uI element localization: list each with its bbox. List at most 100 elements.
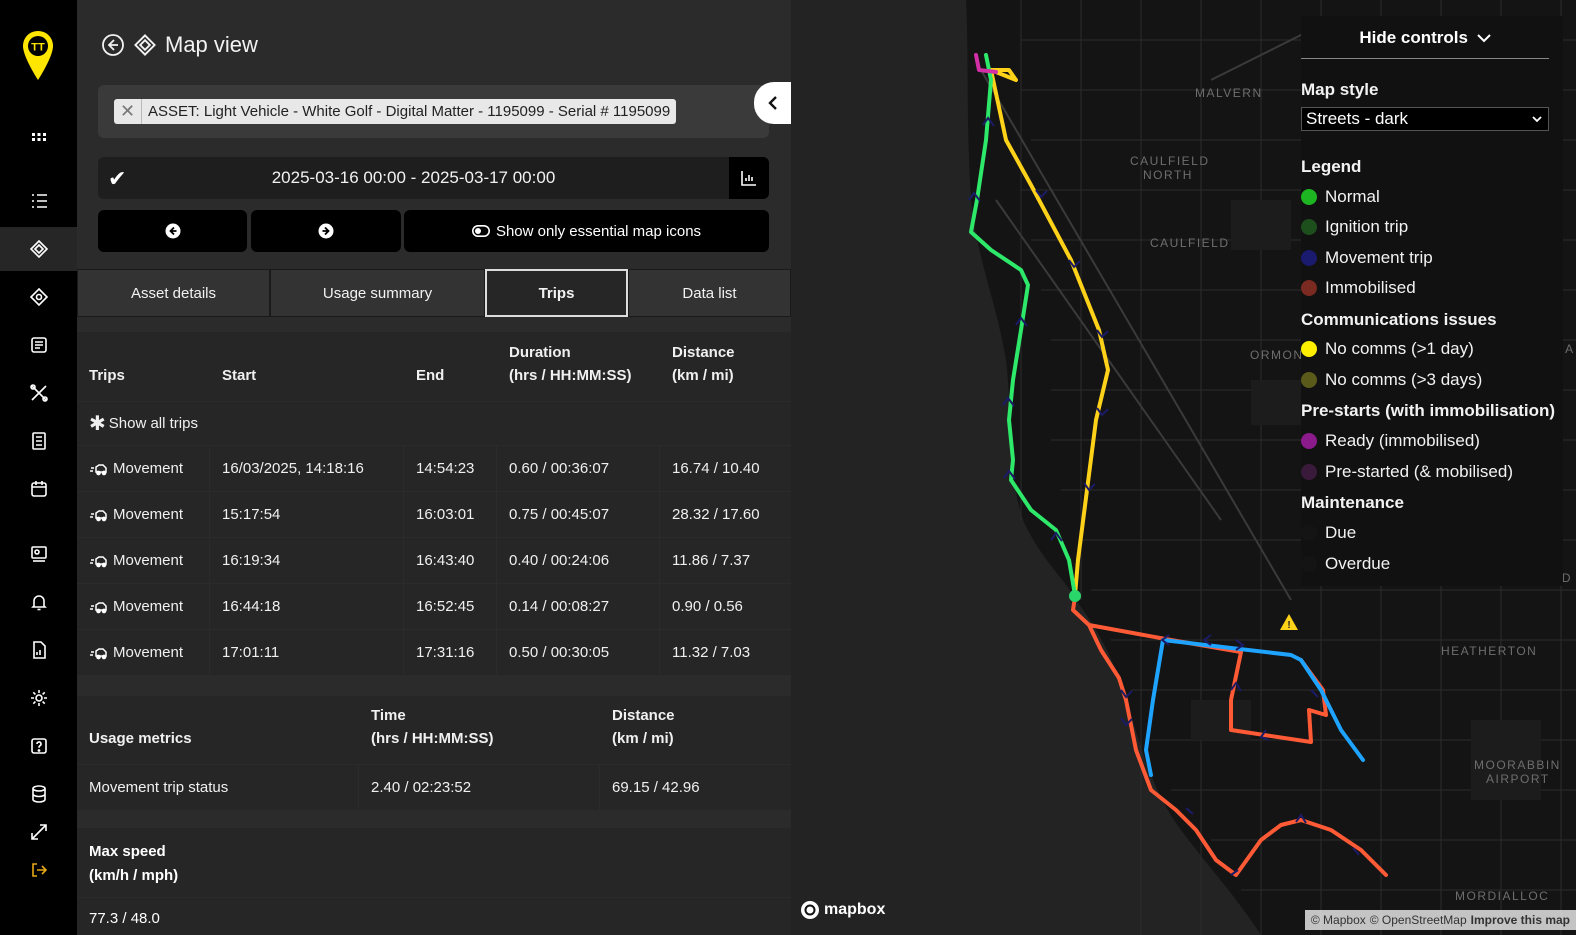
place-label: MOORABBIN	[1474, 758, 1561, 772]
trip-row[interactable]: Movement 17:01:11 17:31:16 0.50 / 00:30:05 1…	[77, 630, 791, 676]
map-style-heading: Map style	[1301, 80, 1379, 99]
trip-duration-value: 0.75 / 00:45:07	[509, 506, 610, 523]
map-style-select[interactable]: Streets - dark	[1301, 107, 1549, 131]
prestart-dot	[1301, 433, 1317, 449]
usage-table: Usage metrics Time (hrs / HH:MM:SS) Dist…	[77, 696, 791, 810]
user-icon	[30, 546, 47, 562]
back-arrow-icon	[102, 34, 124, 56]
sidebar-alerts-button[interactable]	[0, 580, 77, 624]
essential-icons-label: Show only essential map icons	[495, 222, 702, 240]
legend-dot	[1301, 189, 1317, 205]
calendar-icon	[30, 481, 47, 497]
map-canvas[interactable]: ! MALVERN CAULFIELD NORTH CAULFIELD ORMO…	[791, 0, 1576, 935]
sidebar-checklist-button[interactable]	[0, 419, 77, 463]
sidebar-report-button[interactable]	[0, 323, 77, 367]
tab-asset-details[interactable]: Asset details	[77, 269, 270, 317]
brand-logo-icon[interactable]: TT	[22, 30, 54, 82]
asset-chip-label: ASSET: Light Vehicle - White Golf - Digi…	[148, 103, 671, 120]
trip-distance-value: 11.32 / 7.03	[672, 644, 751, 661]
sidebar-tools-button[interactable]	[0, 371, 77, 415]
remove-asset-icon[interactable]: ✕	[114, 99, 142, 124]
grid-icon	[31, 133, 46, 141]
sidebar-users-button[interactable]	[0, 532, 77, 576]
route-green	[969, 53, 1077, 597]
trip-type-value: Movement	[113, 506, 184, 523]
tab-trips[interactable]: Trips	[485, 269, 628, 317]
show-all-trips[interactable]: ✱ Show all trips	[77, 402, 791, 445]
previous-day-button[interactable]	[98, 210, 247, 252]
trip-duration-cell: 0.75 / 00:45:07	[497, 492, 660, 537]
usage-distance-cell: 69.15 / 42.96	[612, 779, 700, 796]
tab-usage-summary[interactable]: Usage summary	[270, 269, 485, 317]
sidebar-settings-button[interactable]	[0, 676, 77, 720]
tab-bar: Asset details Usage summary Trips Data l…	[77, 269, 791, 317]
vehicle-movement-icon	[90, 463, 107, 475]
trip-row[interactable]: Movement 16:44:18 16:52:45 0.14 / 00:08:27 0…	[77, 584, 791, 630]
map-background[interactable]: !	[791, 0, 1576, 935]
sidebar-logout-button[interactable]	[0, 848, 77, 892]
collapse-panel-button[interactable]	[754, 82, 791, 124]
trip-distance-value: 11.86 / 7.37	[672, 552, 751, 569]
sidebar-documents-button[interactable]	[0, 628, 77, 672]
document-icon	[32, 641, 46, 659]
sidebar-expand-button[interactable]	[0, 810, 77, 854]
sidebar-map-button[interactable]	[0, 227, 77, 271]
comms-item: No comms (>3 days)	[1301, 369, 1482, 391]
trip-type-value: Movement	[113, 460, 184, 477]
mapbox-logo[interactable]: mapbox	[800, 900, 885, 920]
trip-type-cell: Movement	[77, 584, 210, 629]
sidebar-database-button[interactable]	[0, 772, 77, 816]
improve-map-link[interactable]: Improve this map	[1470, 913, 1570, 927]
trip-duration-value: 0.50 / 00:30:05	[509, 644, 610, 661]
asset-filter-box[interactable]: ✕ ASSET: Light Vehicle - White Golf - Di…	[98, 85, 769, 138]
essential-icons-toggle[interactable]: Show only essential map icons	[404, 210, 769, 252]
legend-label: Normal	[1325, 187, 1380, 206]
date-range-picker[interactable]: ✔ 2025-03-16 00:00 - 2025-03-17 00:00	[98, 157, 769, 199]
attribution-mapbox-link[interactable]: © Mapbox	[1310, 913, 1366, 927]
trip-end-value: 16:03:01	[416, 506, 475, 523]
next-day-button[interactable]	[251, 210, 401, 252]
trip-start-value: 16:19:34	[222, 552, 281, 569]
trip-distance-value: 16.74 / 10.40	[672, 460, 760, 477]
trip-rows: Movement 16/03/2025, 14:18:16 14:54:23 0.60…	[77, 446, 791, 676]
usage-row[interactable]: Movement trip status 2.40 / 02:23:52 69.…	[77, 764, 791, 810]
trip-type-value: Movement	[113, 552, 184, 569]
trip-start-cell: 15:17:54	[210, 492, 404, 537]
park-areas	[1191, 200, 1541, 800]
chart-button[interactable]	[729, 157, 769, 199]
trip-end-cell: 16:43:40	[404, 538, 497, 583]
warning-icon[interactable]: !	[1280, 614, 1298, 631]
sidebar-list-button[interactable]	[0, 179, 77, 223]
trip-duration-cell: 0.14 / 00:08:27	[497, 584, 660, 629]
trip-row[interactable]: Movement 16/03/2025, 14:18:16 14:54:23 0.60…	[77, 446, 791, 492]
maintenance-item: Overdue	[1301, 553, 1390, 575]
bell-icon	[30, 595, 47, 611]
maintenance-heading: Maintenance	[1301, 493, 1404, 512]
show-all-trips-row[interactable]: ✱ Show all trips	[77, 402, 791, 446]
sidebar-calendar-button[interactable]	[0, 467, 77, 511]
trip-row[interactable]: Movement 16:19:34 16:43:40 0.40 / 00:24:06 1…	[77, 538, 791, 584]
sidebar-map2-button[interactable]	[0, 275, 77, 319]
trip-start-value: 16:44:18	[222, 598, 281, 615]
attribution-osm-link[interactable]: © OpenStreetMap	[1369, 913, 1467, 927]
trip-duration-value: 0.60 / 00:36:07	[509, 460, 610, 477]
route-blue	[1144, 638, 1365, 777]
date-range-text: 2025-03-16 00:00 - 2025-03-17 00:00	[271, 168, 556, 187]
start-marker[interactable]	[1069, 590, 1081, 602]
back-button[interactable]	[101, 33, 125, 57]
sidebar-dashboard-button[interactable]	[0, 115, 77, 159]
list-icon	[31, 194, 47, 208]
header-usage-time-label: Time	[371, 707, 406, 724]
trip-end-value: 14:54:23	[416, 460, 475, 477]
logout-icon	[31, 863, 47, 877]
trip-start-value: 16/03/2025, 14:18:16	[222, 460, 364, 477]
svg-text:!: !	[1287, 620, 1290, 631]
sidebar-help-button[interactable]	[0, 724, 77, 768]
hide-controls-button[interactable]: Hide controls	[1301, 28, 1549, 48]
header-duration: Duration (hrs / HH:MM:SS)	[497, 332, 660, 401]
chart-icon	[741, 171, 756, 186]
tab-data-list[interactable]: Data list	[628, 269, 791, 317]
max-speed-unit: (km/h / mph)	[89, 867, 179, 884]
trip-row[interactable]: Movement 15:17:54 16:03:01 0.75 / 00:45:07 2…	[77, 492, 791, 538]
